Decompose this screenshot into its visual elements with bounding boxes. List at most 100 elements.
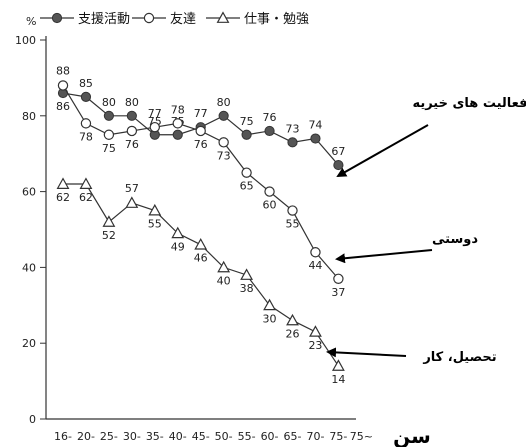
data-point [264,186,275,197]
x-tick-label: 75- [329,430,347,443]
legend-label: 仕事・勉強 [244,12,309,27]
data-point [148,203,162,216]
data-point [143,12,155,24]
y-tick-label: 40 [22,261,36,274]
data-point [286,313,299,326]
data-label: 57 [125,182,139,195]
x-tick-label: 40- [169,430,187,443]
data-label: 75 [240,115,254,128]
series-2: 88 78 75 76 77 78 76 73 65 60 55 44 37 [56,64,345,298]
x-tick-label: 30- [123,430,141,443]
annotation-arrow [335,249,433,264]
data-label: 14 [331,373,345,386]
y-tick-label: 20 [22,337,36,350]
data-label: 78 [171,103,185,116]
y-axis-unit-label: % [26,15,36,28]
annotation: فعالیت های خیریه [336,96,526,177]
x-tick-label: 45- [192,430,210,443]
x-tick-label: 25- [100,430,118,443]
data-label: 23 [308,339,322,352]
data-point [217,260,231,273]
annotations: فعالیت های خیریه دوستی تحصیل، کار [326,96,526,365]
annotation-label: فعالیت های خیریه [412,96,526,111]
data-point [333,159,344,171]
data-point [79,177,93,189]
data-point [80,91,92,102]
annotation-label: دوستی [432,232,478,247]
data-label: 55 [286,218,300,231]
data-label: 52 [102,229,116,242]
data-label: 62 [56,191,70,204]
annotation-arrow [326,347,407,358]
data-label: 38 [240,282,254,295]
legend-item: 支援活動 [40,12,130,27]
data-point [310,133,321,144]
x-tick-label: 65- [284,430,302,443]
data-label: 80 [125,96,139,109]
series-1: 86858080757577807576737467 [56,77,345,171]
axes: 0 20 40 60 80 100 16- 20- 25- 30- 35- 40- 45- 50- 55- 6… [15,34,373,443]
data-label: 85 [79,77,93,90]
data-point [218,137,229,148]
data-label: 67 [331,145,345,158]
x-tick-label: 55- [238,430,256,443]
data-point [56,177,70,189]
data-point [102,215,116,227]
data-point [125,196,139,208]
data-label: 46 [194,252,208,265]
data-point [287,137,298,148]
data-label: 60 [263,199,277,212]
legend-item: 友達 [132,11,196,27]
data-point [331,359,345,371]
x-tick-label: 20- [77,430,95,443]
data-label: 75 [102,142,116,155]
legend-label: 友達 [170,11,196,27]
data-point [171,226,185,239]
data-label: 77 [194,107,208,120]
legend: 支援活動 友達 仕事・勉強 [40,11,309,27]
annotation-label: تحصیل، کار [422,350,496,365]
data-point [264,125,275,137]
data-label: 55 [148,218,162,231]
annotation: تحصیل، کار [326,347,497,365]
x-tick-label: 16- [54,430,72,443]
y-tick-label: 0 [29,413,36,426]
x-tick-label: 60- [261,430,279,443]
x-tick-label: 70- [306,430,324,443]
data-point [57,80,69,91]
data-point [103,129,115,140]
data-point [80,118,92,129]
data-label: 62 [79,191,93,204]
data-point [333,273,344,284]
annotation-arrow [336,124,429,177]
data-point [194,238,208,250]
data-point [218,110,229,121]
data-point [240,268,254,280]
series-3: 62 62 52 57 55 49 46 40 38 30 26 23 14 [56,177,345,386]
data-point [241,129,252,140]
legend-item: 仕事・勉強 [206,11,309,27]
x-axis-title: سن [393,424,431,447]
data-label: 49 [171,240,185,253]
legend-label: 支援活動 [78,12,130,27]
data-point [216,11,230,23]
y-tick-label: 100 [15,34,36,47]
data-label: 26 [286,327,300,340]
y-tick-label: 80 [22,110,36,123]
data-label: 74 [308,119,322,132]
data-point [309,325,322,337]
data-point [263,298,276,311]
annotation: دوستی [335,232,478,264]
data-label: 77 [148,107,162,120]
data-label: 76 [125,138,139,151]
data-point [172,129,183,140]
data-point [103,110,115,121]
data-label: 76 [263,111,277,124]
data-point [195,125,206,137]
data-point [310,247,321,258]
data-label: 88 [56,64,70,77]
y-tick-label: 60 [22,186,36,199]
data-label: 73 [217,149,231,162]
x-tick-label: 75~ [350,430,373,443]
